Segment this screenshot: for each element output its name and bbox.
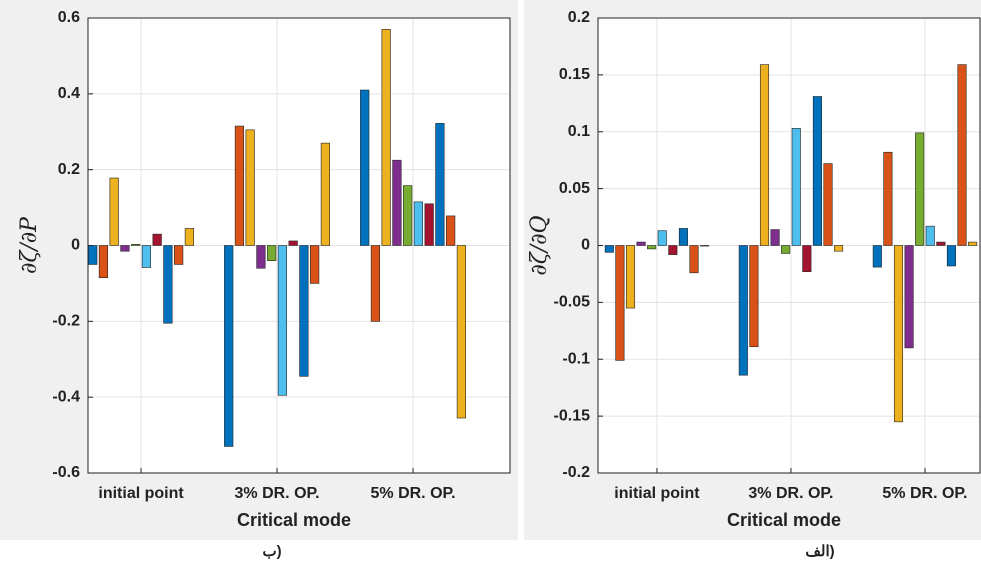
x-tick-label: 5% DR. OP.	[371, 485, 456, 502]
y-tick-label: -0.1	[562, 350, 590, 367]
bar	[152, 233, 162, 246]
bar	[245, 129, 255, 246]
bar	[759, 64, 770, 246]
bar	[647, 245, 657, 250]
bar	[936, 241, 946, 246]
y-tick-label: 0	[71, 237, 80, 254]
bar	[403, 185, 413, 246]
bar	[174, 245, 184, 265]
axes-box	[597, 17, 981, 474]
bar	[120, 245, 130, 252]
y-tick-label: 0.05	[559, 180, 590, 197]
x-tick-label: 5% DR. OP.	[882, 485, 967, 502]
bar	[392, 159, 402, 246]
bar	[812, 96, 822, 246]
bar	[109, 177, 119, 246]
bar	[834, 245, 844, 252]
bar	[98, 245, 109, 279]
bar	[738, 245, 748, 376]
axes-box	[87, 17, 511, 474]
bar	[791, 128, 801, 246]
y-tick-label: -0.05	[554, 294, 591, 311]
bar	[310, 245, 320, 284]
y-tick-label: -0.2	[52, 313, 80, 330]
bar	[370, 245, 381, 322]
x-tick-label: 3% DR. OP.	[235, 485, 320, 502]
bar	[256, 245, 266, 269]
y-tick-label: 0.2	[58, 161, 80, 178]
bar	[88, 245, 98, 265]
x-axis-label: Critical mode	[727, 510, 841, 530]
bar	[883, 151, 893, 246]
bar	[163, 245, 173, 324]
bar	[615, 245, 625, 361]
bar	[267, 245, 277, 261]
x-tick-label: 3% DR. OP.	[748, 485, 833, 502]
bar	[424, 203, 434, 246]
y-tick-label: 0.15	[559, 66, 590, 83]
y-tick-label: 0.4	[58, 85, 80, 102]
bar	[360, 89, 370, 246]
y-tick-label: 0	[581, 237, 590, 254]
bar	[299, 245, 309, 377]
y-tick-label: -0.4	[52, 388, 80, 405]
y-tick-label: -0.2	[562, 464, 590, 481]
bar	[823, 163, 833, 246]
bar	[770, 229, 780, 246]
bar	[234, 125, 245, 246]
y-tick-label: -0.6	[52, 464, 80, 481]
bar	[657, 230, 667, 246]
bar	[413, 201, 424, 246]
y-axis-label: ∂ζ/∂P	[17, 216, 42, 274]
bar	[668, 245, 678, 255]
y-tick-label: -0.15	[554, 407, 591, 424]
bar	[946, 245, 956, 267]
x-tick-label: initial point	[614, 485, 700, 502]
bar	[636, 241, 646, 246]
bar	[700, 245, 710, 247]
bar	[802, 245, 812, 272]
bar	[604, 245, 614, 253]
caption: الف)	[805, 543, 834, 560]
bar	[288, 240, 298, 246]
x-tick-label: initial point	[98, 485, 184, 502]
bar	[689, 245, 699, 274]
y-tick-label: 0.1	[568, 123, 590, 140]
y-tick-label: 0.2	[568, 9, 590, 26]
x-axis-label: Critical mode	[237, 510, 351, 530]
bar	[625, 245, 636, 309]
bar	[925, 225, 935, 246]
bar	[456, 245, 466, 419]
y-axis-label: ∂ζ/∂Q	[527, 215, 552, 275]
bar	[968, 241, 978, 246]
bar	[131, 244, 141, 246]
bar	[446, 215, 456, 246]
bar	[904, 245, 914, 349]
bar	[749, 245, 759, 348]
bar	[224, 245, 234, 447]
bar	[320, 142, 330, 246]
bar	[781, 245, 791, 254]
bar	[381, 29, 391, 246]
bar	[678, 228, 688, 246]
bar	[435, 123, 445, 246]
bar	[872, 245, 882, 268]
bar	[277, 245, 288, 396]
caption: ب)	[262, 543, 281, 560]
bar	[957, 64, 967, 246]
bar	[184, 228, 194, 246]
bar	[915, 132, 925, 246]
y-tick-label: 0.6	[58, 9, 80, 26]
bar	[893, 245, 904, 423]
bar	[141, 245, 152, 268]
